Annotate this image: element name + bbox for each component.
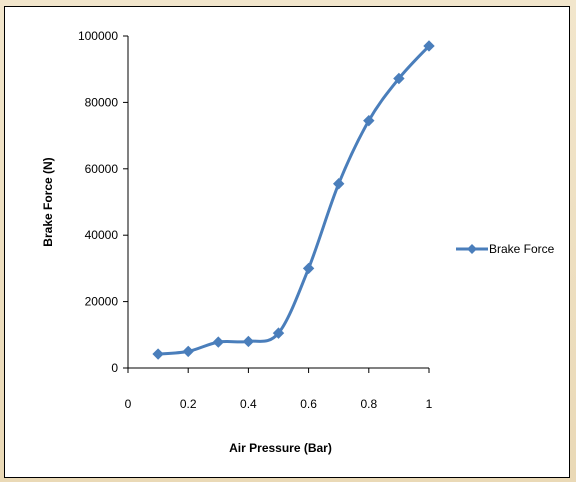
data-point-marker xyxy=(272,327,285,339)
y-tick-label: 0 xyxy=(111,361,118,375)
data-point-marker xyxy=(332,178,345,190)
series-layer xyxy=(152,40,435,360)
data-point-marker xyxy=(302,262,315,275)
x-tick-label: 0.4 xyxy=(240,397,257,411)
data-point-marker xyxy=(182,345,194,358)
data-point-marker xyxy=(393,72,405,85)
chart-frame xyxy=(4,6,570,478)
x-axis-title: Air Pressure (Bar) xyxy=(229,441,332,455)
x-tick-label: 1 xyxy=(426,397,433,411)
x-tick-label: 0.2 xyxy=(180,397,197,411)
legend-marker-swatch xyxy=(467,244,477,254)
data-point-marker xyxy=(423,40,435,52)
tick-labels: 0 20000 40000 60000 80000 100000 0 0.2 0.4 0.6 0.8… xyxy=(78,29,433,411)
data-point-marker xyxy=(212,336,225,348)
chart-axes xyxy=(123,35,430,373)
x-tick-label: 0.8 xyxy=(360,397,377,411)
y-axis-title: Brake Force (N) xyxy=(41,157,55,246)
y-tick-label: 40000 xyxy=(85,228,119,242)
data-point-marker xyxy=(242,335,255,348)
y-tick-label: 100000 xyxy=(78,29,118,43)
y-tick-label: 20000 xyxy=(85,295,119,309)
y-tick-label: 80000 xyxy=(85,95,119,109)
legend-label: Brake Force xyxy=(489,242,555,256)
y-tick-label: 60000 xyxy=(85,162,119,176)
series-line-brake-force xyxy=(157,44,431,356)
x-tick-label: 0.6 xyxy=(300,397,317,411)
x-tick-label: 0 xyxy=(125,397,132,411)
legend: Brake Force xyxy=(456,242,555,256)
data-point-marker xyxy=(152,348,164,360)
data-point-marker xyxy=(363,114,375,127)
